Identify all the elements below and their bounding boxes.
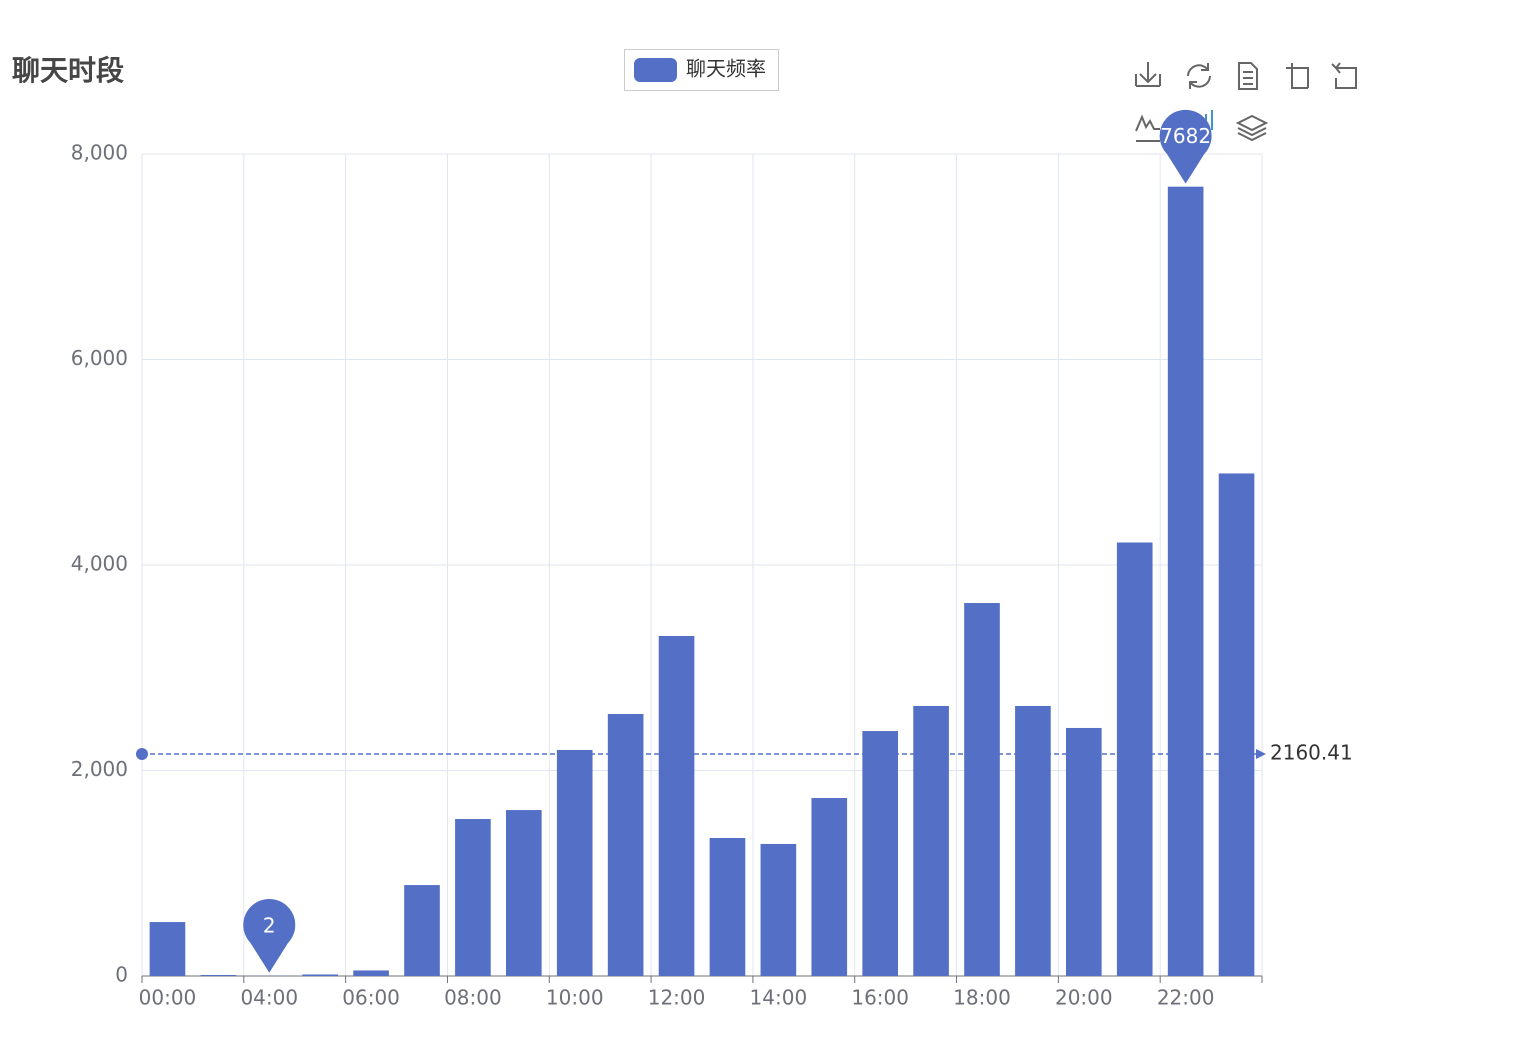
x-tick-label: 20:00 — [1055, 986, 1113, 1010]
mark-point-label: 2 — [263, 913, 276, 937]
x-tick-label: 00:00 — [139, 986, 197, 1010]
mark-point — [243, 898, 296, 973]
zoom-reset-icon[interactable] — [1331, 62, 1357, 89]
legend-label[interactable]: 聊天频率 — [686, 57, 766, 81]
x-tick-label: 14:00 — [750, 986, 808, 1010]
bar — [302, 974, 338, 976]
mark-line-label: 2160.41 — [1270, 741, 1353, 765]
bar — [353, 970, 389, 976]
bar — [607, 713, 644, 976]
bar — [1116, 542, 1153, 976]
y-tick-label: 4,000 — [71, 552, 128, 576]
line-icon[interactable] — [1135, 114, 1160, 142]
bar — [556, 749, 593, 976]
x-tick-label: 18:00 — [953, 986, 1011, 1010]
zoom-icon[interactable] — [1286, 63, 1309, 89]
x-tick-label: 06:00 — [342, 986, 400, 1010]
bar — [506, 810, 542, 976]
toolbox — [1135, 62, 1357, 142]
bar — [1167, 186, 1204, 976]
x-tick-label: 12:00 — [648, 986, 706, 1010]
y-tick-label: 2,000 — [71, 757, 128, 781]
bar — [658, 636, 695, 976]
stack-icon[interactable] — [1235, 114, 1269, 142]
bar — [709, 838, 746, 976]
legend-swatch[interactable] — [634, 58, 677, 82]
bar — [404, 885, 440, 976]
x-tick-label: 10:00 — [546, 986, 604, 1010]
mark-point-label: 7682 — [1160, 124, 1211, 148]
x-tick-label: 22:00 — [1157, 986, 1215, 1010]
y-tick-label: 8,000 — [71, 141, 128, 165]
x-tick-label: 04:00 — [240, 986, 298, 1010]
mark-point — [1159, 109, 1212, 184]
bar — [200, 974, 237, 976]
y-tick-label: 6,000 — [71, 346, 128, 370]
bar — [455, 818, 491, 976]
save-icon[interactable] — [1135, 62, 1161, 87]
bar — [1015, 705, 1051, 976]
x-tick-label: 08:00 — [444, 986, 502, 1010]
mark-line-start — [136, 748, 148, 761]
mark-line-arrow — [1256, 749, 1266, 760]
bar — [1066, 727, 1102, 976]
bar — [760, 843, 797, 976]
data-view-icon[interactable] — [1238, 62, 1258, 90]
chart-title: 聊天时段 — [12, 54, 124, 87]
bar — [811, 798, 848, 976]
y-tick-label: 0 — [115, 963, 128, 987]
bar — [149, 922, 186, 976]
x-tick-label: 16:00 — [851, 986, 909, 1010]
restore-icon[interactable] — [1187, 63, 1211, 89]
bar — [862, 731, 898, 976]
bar — [964, 603, 1000, 976]
bar — [913, 705, 949, 976]
bar — [1218, 473, 1255, 976]
